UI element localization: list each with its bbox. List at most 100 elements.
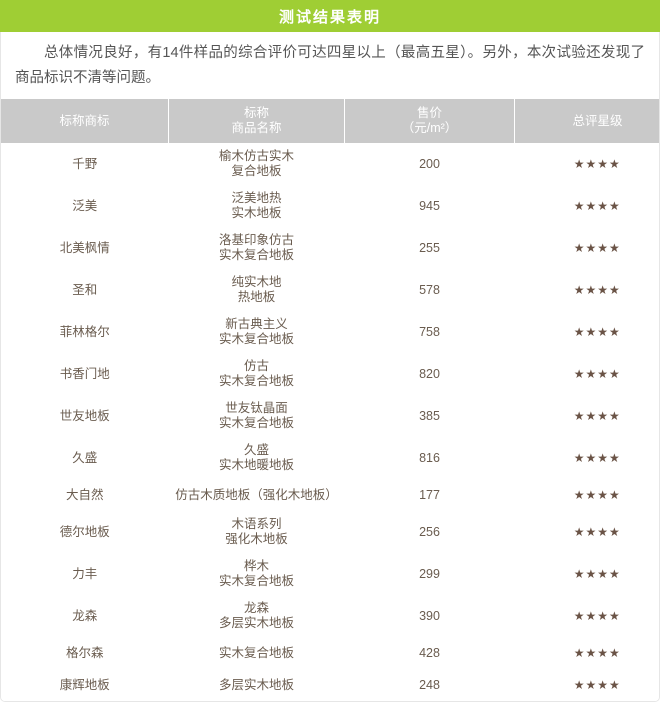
column-header-price-line2: （元/m²） (347, 121, 512, 136)
cell-product-name-line1: 桦木 (171, 559, 343, 574)
cell-product-name-line2: 实木复合地板 (171, 332, 343, 347)
star-icon-group: ★★★★ (574, 199, 621, 213)
cell-rating: ★★★★ (515, 637, 660, 669)
cell-product-name-line2: 实木地暖地板 (171, 458, 343, 473)
star-icon-group: ★★★★ (574, 325, 621, 339)
cell-product-name-line1: 仿古木质地板（强化木地板） (171, 488, 343, 503)
cell-product-name-line1: 泛美地热 (171, 191, 343, 206)
cell-product-name-line2: 实木复合地板 (171, 416, 343, 431)
cell-price: 255 (345, 227, 515, 269)
column-header-product-name-line2: 商品名称 (171, 121, 342, 136)
star-icon-group: ★★★★ (574, 451, 621, 465)
cell-brand: 大自然 (1, 479, 169, 511)
cell-rating: ★★★★ (515, 311, 660, 353)
cell-rating: ★★★★ (515, 143, 660, 185)
cell-product-name-line2: 多层实木地板 (171, 616, 343, 631)
star-icon-group: ★★★★ (574, 609, 621, 623)
results-table: 标称商标 标称 商品名称 售价 （元/m²） 总评星级 千野榆木仿古实木复合地板… (1, 99, 660, 701)
cell-price: 200 (345, 143, 515, 185)
cell-rating: ★★★★ (515, 269, 660, 311)
star-icon-group: ★★★★ (574, 157, 621, 171)
cell-price: 385 (345, 395, 515, 437)
cell-rating: ★★★★ (515, 553, 660, 595)
cell-brand: 千野 (1, 143, 169, 185)
cell-product-name-line1: 纯实木地 (171, 275, 343, 290)
cell-product-name-line1: 多层实木地板 (171, 678, 343, 693)
star-icon-group: ★★★★ (574, 241, 621, 255)
cell-product-name-line1: 实木复合地板 (171, 646, 343, 661)
cell-product-name: 久盛实木地暖地板 (169, 437, 345, 479)
test-results-panel: 测试结果表明 总体情况良好，有14件样品的综合评价可达四星以上（最高五星）。另外… (0, 0, 660, 587)
column-header-price[interactable]: 售价 （元/m²） (345, 99, 515, 143)
cell-brand: 龙森 (1, 595, 169, 637)
cell-product-name: 实木复合地板 (169, 637, 345, 669)
cell-brand: 康辉地板 (1, 669, 169, 701)
cell-product-name-line1: 新古典主义 (171, 317, 343, 332)
column-header-brand[interactable]: 标称商标 (1, 99, 169, 143)
cell-product-name-line1: 龙森 (171, 601, 343, 616)
cell-product-name-line2: 复合地板 (171, 164, 343, 179)
intro-paragraph: 总体情况良好，有14件样品的综合评价可达四星以上（最高五星）。另外，本次试验还发… (15, 41, 645, 91)
cell-price: 177 (345, 479, 515, 511)
cell-product-name: 洛基印象仿古实木复合地板 (169, 227, 345, 269)
cell-brand: 书香门地 (1, 353, 169, 395)
column-header-price-line1: 售价 (347, 106, 512, 121)
cell-product-name-line2: 实木复合地板 (171, 248, 343, 263)
cell-price: 428 (345, 637, 515, 669)
intro-section: 总体情况良好，有14件样品的综合评价可达四星以上（最高五星）。另外，本次试验还发… (0, 32, 660, 99)
cell-product-name: 纯实木地热地板 (169, 269, 345, 311)
star-icon-group: ★★★★ (574, 567, 621, 581)
table-row[interactable]: 大自然仿古木质地板（强化木地板）177★★★★ (1, 479, 660, 511)
star-icon-group: ★★★★ (574, 525, 621, 539)
panel-header-banner: 测试结果表明 (0, 0, 660, 32)
table-header: 标称商标 标称 商品名称 售价 （元/m²） 总评星级 (1, 99, 660, 143)
cell-rating: ★★★★ (515, 227, 660, 269)
cell-product-name-line1: 世友钛晶面 (171, 401, 343, 416)
cell-brand: 世友地板 (1, 395, 169, 437)
cell-price: 248 (345, 669, 515, 701)
cell-product-name: 仿古实木复合地板 (169, 353, 345, 395)
column-header-brand-line1: 标称商标 (3, 114, 166, 129)
star-icon-group: ★★★★ (574, 646, 621, 660)
cell-price: 390 (345, 595, 515, 637)
cell-product-name: 木语系列强化木地板 (169, 511, 345, 553)
cell-product-name: 龙森多层实木地板 (169, 595, 345, 637)
cell-product-name-line2: 实木地板 (171, 206, 343, 221)
cell-price: 945 (345, 185, 515, 227)
cell-rating: ★★★★ (515, 595, 660, 637)
star-icon-group: ★★★★ (574, 367, 621, 381)
cell-product-name: 仿古木质地板（强化木地板） (169, 479, 345, 511)
cell-product-name-line1: 榆木仿古实木 (171, 149, 343, 164)
cell-rating: ★★★★ (515, 185, 660, 227)
column-header-rating[interactable]: 总评星级 (515, 99, 660, 143)
results-table-container: 标称商标 标称 商品名称 售价 （元/m²） 总评星级 千野榆木仿古实木复合地板… (0, 99, 660, 702)
cell-brand: 泛美 (1, 185, 169, 227)
cell-product-name-line1: 久盛 (171, 443, 343, 458)
page-title: 测试结果表明 (279, 6, 381, 27)
cell-price: 299 (345, 553, 515, 595)
column-header-rating-line1: 总评星级 (517, 114, 660, 129)
star-icon-group: ★★★★ (574, 409, 621, 423)
cell-brand: 北美枫情 (1, 227, 169, 269)
column-header-product-name[interactable]: 标称 商品名称 (169, 99, 345, 143)
cell-rating: ★★★★ (515, 353, 660, 395)
cell-brand: 力丰 (1, 553, 169, 595)
cell-brand: 圣和 (1, 269, 169, 311)
star-icon-group: ★★★★ (574, 283, 621, 297)
cell-product-name: 桦木实木复合地板 (169, 553, 345, 595)
cell-brand: 菲林格尔 (1, 311, 169, 353)
cell-rating: ★★★★ (515, 669, 660, 701)
